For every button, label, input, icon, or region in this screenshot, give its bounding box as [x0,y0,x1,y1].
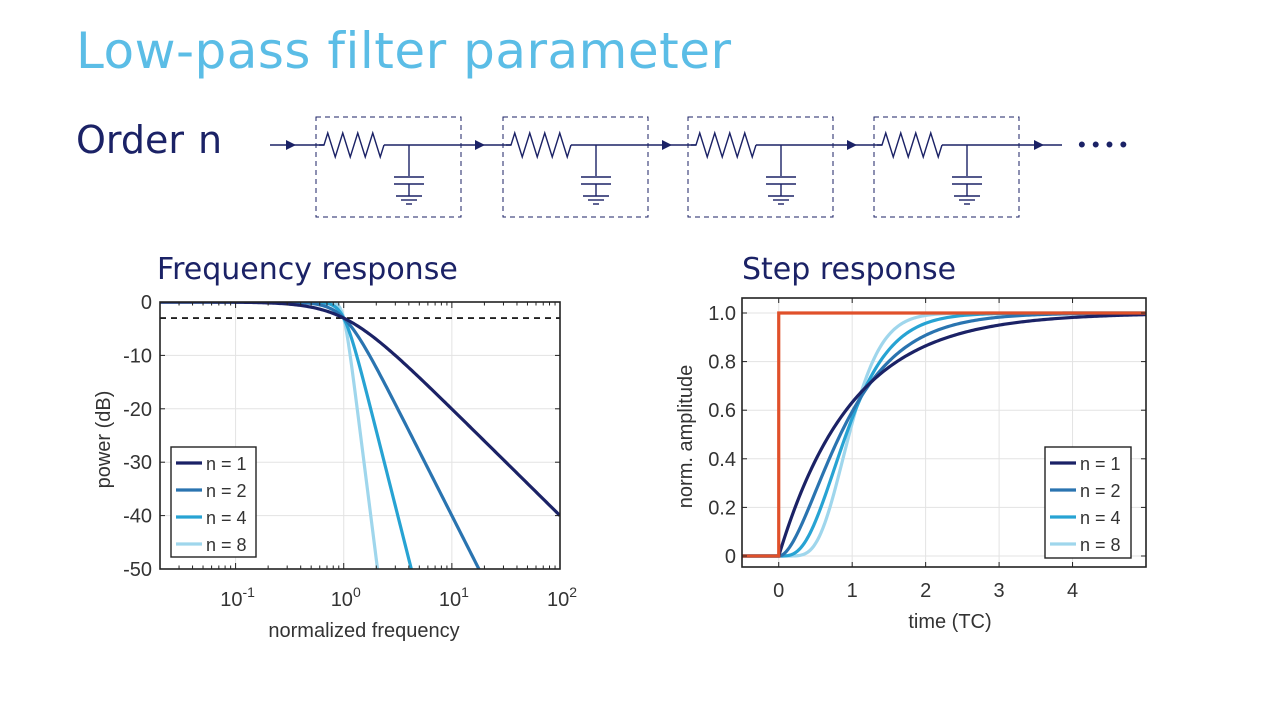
x-tick-label: 102 [547,584,577,611]
signal-arrow [662,140,672,150]
legend-box [170,446,257,558]
x-tick-label: 4 [1067,580,1078,602]
input-step-line [742,311,1146,558]
signal-arrow [286,140,296,150]
legend-label-1: n = 1 [1080,454,1121,474]
rc-stages [270,116,1062,218]
y-tick-label: -40 [123,506,152,528]
y-tick-label: 0 [141,292,152,314]
order-word: Order [76,118,184,162]
y-tick-label: 0.2 [708,497,736,519]
legend-label-8: n = 8 [1080,535,1121,555]
x-axis-label: normalized frequency [268,620,459,642]
series-line-4 [160,302,413,569]
plot-frame [741,297,1147,568]
signal-arrow [475,140,485,150]
rc-stage [687,116,834,218]
x-tick-label: 0 [773,580,784,602]
x-tick-label: 100 [331,584,361,611]
stage-box [687,116,834,218]
series-group [742,311,1146,558]
x-tick-label: 1 [847,580,858,602]
series-line-1 [742,313,1146,558]
continuation-ellipsis: • • • • [1078,132,1127,157]
rc-stage [315,116,462,218]
y-tick-label: -10 [123,345,152,367]
order-symbol: n [198,118,223,162]
rc-stage [873,116,1020,218]
legend-box [1044,446,1132,559]
series-line-2 [160,302,481,569]
frequency-response-chart: 0 -10 -20 -30 -40 -50 10-1 100 101 102 normalized … [93,292,577,642]
order-label: Order n [76,118,222,162]
y-tick-label: 0.8 [708,352,736,374]
x-axis-label: time (TC) [908,611,991,633]
y-tick-label: 0 [725,546,736,568]
rc-stage [502,116,649,218]
legend-label-8: n = 8 [206,535,247,555]
resistor-symbol [877,130,943,160]
step-response-title: Step response [742,252,957,287]
y-tick-label: -50 [123,559,152,581]
y-tick-label: 0.4 [708,449,736,471]
rc-filter-chain-diagram: • • • • [270,116,1127,218]
y-axis-label: power (dB) [93,391,115,489]
legend: n = 1 n = 2 n = 4 n = 8 [1044,446,1132,559]
y-tick-label: -30 [123,452,152,474]
y-tick-label: -20 [123,399,152,421]
stage-box [873,116,1020,218]
y-tick-label: 0.6 [708,400,736,422]
stage-box [502,116,649,218]
x-tick-label: 2 [920,580,931,602]
y-tick-label: 1.0 [708,303,736,325]
legend-label-2: n = 2 [1080,481,1121,501]
plot-frame [159,301,561,570]
legend-label-4: n = 4 [206,508,247,528]
resistor-symbol [506,130,572,160]
frequency-response-title: Frequency response [157,252,458,287]
x-tick-label: 3 [994,580,1005,602]
y-axis-label: norm. amplitude [675,365,697,508]
legend-label-1: n = 1 [206,454,247,474]
series-line-8 [160,302,380,569]
stage-box [315,116,462,218]
legend-label-2: n = 2 [206,481,247,501]
x-tick-label: 101 [439,584,469,611]
resistor-symbol [319,130,385,160]
x-tick-label: 10-1 [220,584,255,611]
legend-label-4: n = 4 [1080,508,1121,528]
signal-arrow [847,140,857,150]
resistor-symbol [691,130,757,160]
legend: n = 1 n = 2 n = 4 n = 8 [170,446,257,558]
signal-arrow [1034,140,1044,150]
slide-title: Low-pass filter parameter [76,22,732,80]
